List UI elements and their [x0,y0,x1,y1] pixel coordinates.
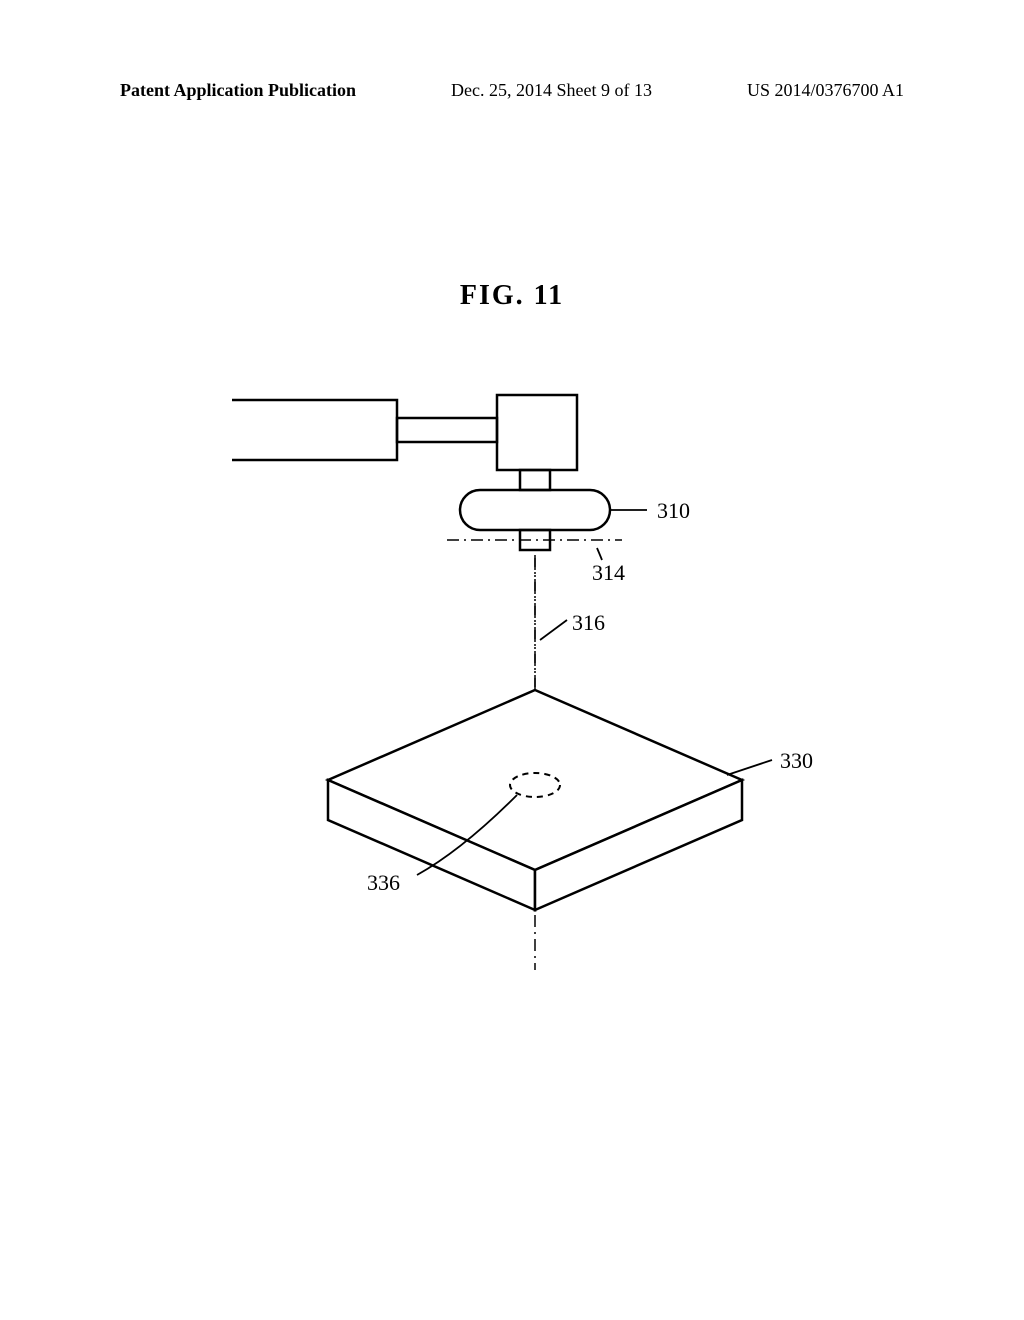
label-316: 316 [572,610,605,635]
label-314: 314 [592,560,625,585]
header-publication: Patent Application Publication [120,80,356,101]
label-310: 310 [657,498,690,523]
arm-segment-left [232,400,397,460]
label-336: 336 [367,870,400,895]
label-330: 330 [780,748,813,773]
header-date-sheet: Dec. 25, 2014 Sheet 9 of 13 [451,80,652,101]
figure-title: FIG. 11 [460,280,564,312]
patent-diagram: 310 314 316 330 336 [202,380,822,980]
page-header: Patent Application Publication Dec. 25, … [0,80,1024,101]
leader-316 [540,620,567,640]
component-310 [460,490,610,530]
header-patent-number: US 2014/0376700 A1 [747,80,904,101]
arm-connector [397,418,497,442]
diagram-container: 310 314 316 330 336 [202,380,822,980]
leader-330 [727,760,772,775]
head-post [520,470,550,490]
leader-314 [597,548,602,560]
arm-head [497,395,577,470]
